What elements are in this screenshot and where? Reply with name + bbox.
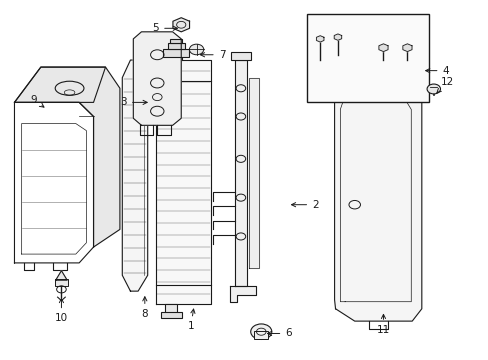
Polygon shape [378, 44, 387, 51]
Text: 9: 9 [30, 95, 44, 107]
Bar [55, 279, 68, 286]
Text: 1: 1 [187, 309, 195, 332]
Bar [163, 49, 189, 57]
Polygon shape [316, 36, 323, 42]
Polygon shape [15, 67, 120, 247]
Text: 8: 8 [141, 297, 148, 319]
Polygon shape [334, 64, 421, 321]
Polygon shape [402, 44, 411, 51]
Bar [170, 39, 182, 44]
Polygon shape [173, 18, 189, 32]
Text: 11: 11 [376, 314, 389, 335]
Bar [167, 44, 184, 49]
Text: 6: 6 [267, 328, 291, 338]
Circle shape [250, 324, 271, 339]
Polygon shape [133, 32, 181, 125]
Polygon shape [122, 60, 147, 291]
Text: 2: 2 [291, 200, 318, 210]
Text: 7: 7 [200, 50, 225, 60]
Polygon shape [15, 102, 93, 263]
Polygon shape [56, 271, 67, 280]
Text: 3: 3 [120, 98, 147, 107]
Polygon shape [234, 60, 246, 286]
Polygon shape [156, 60, 210, 304]
Circle shape [189, 44, 203, 55]
Bar [170, 49, 182, 60]
Polygon shape [249, 78, 258, 268]
Bar [254, 331, 268, 339]
Bar [231, 52, 250, 60]
Polygon shape [15, 67, 105, 102]
Circle shape [426, 84, 440, 94]
Text: 10: 10 [55, 298, 68, 323]
Text: 5: 5 [152, 23, 177, 33]
Bar [165, 304, 177, 313]
Text: 4: 4 [425, 66, 448, 76]
Text: 12: 12 [436, 77, 453, 93]
Polygon shape [333, 34, 341, 40]
Polygon shape [230, 286, 256, 302]
Bar [306, 14, 428, 102]
Bar [160, 312, 182, 318]
